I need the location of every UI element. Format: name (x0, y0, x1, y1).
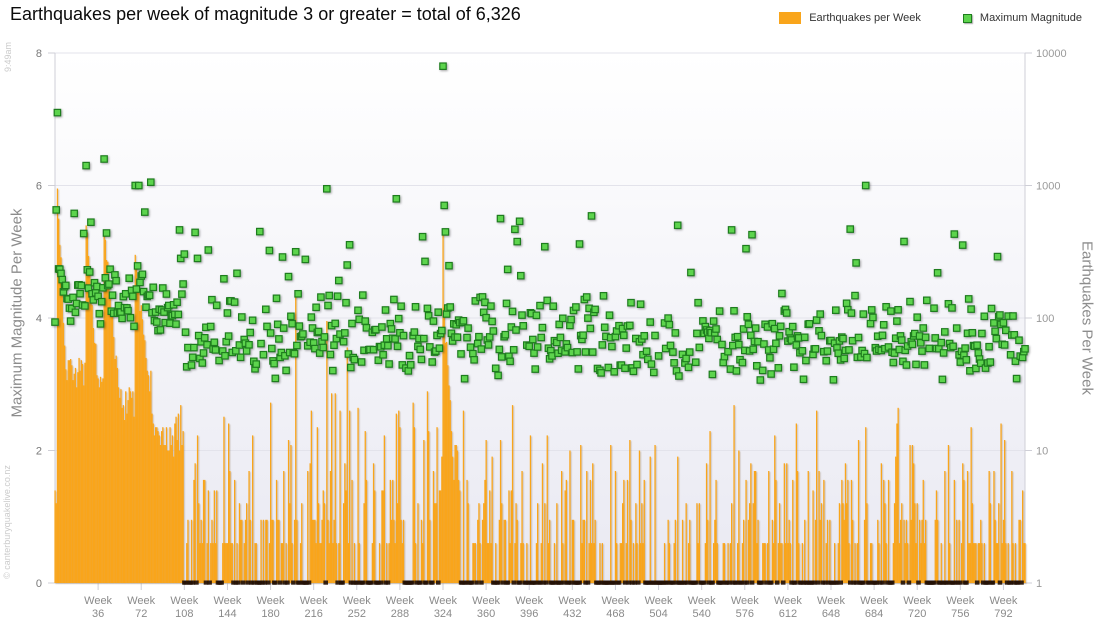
svg-text:Week: Week (601, 595, 629, 607)
svg-text:180: 180 (261, 608, 279, 620)
svg-text:504: 504 (649, 608, 667, 620)
svg-text:216: 216 (304, 608, 322, 620)
svg-text:Week: Week (946, 595, 974, 607)
svg-text:Week: Week (688, 595, 716, 607)
svg-text:Week: Week (774, 595, 802, 607)
zero-week-marks (182, 580, 1024, 585)
svg-text:Week: Week (170, 595, 198, 607)
legend-label-earthquakes: Earthquakes per Week (809, 12, 921, 24)
svg-text:432: 432 (563, 608, 581, 620)
svg-text:Week: Week (300, 595, 328, 607)
svg-text:Week: Week (84, 595, 112, 607)
svg-text:1: 1 (1036, 578, 1042, 590)
svg-text:Week: Week (127, 595, 155, 607)
svg-text:Week: Week (429, 595, 457, 607)
svg-text:2: 2 (36, 446, 42, 458)
svg-text:Week: Week (213, 595, 241, 607)
svg-text:1000: 1000 (1036, 181, 1060, 193)
legend-bar-swatch-icon (779, 12, 802, 24)
svg-text:Week: Week (645, 595, 673, 607)
svg-text:36: 36 (92, 608, 104, 620)
svg-text:144: 144 (218, 608, 236, 620)
svg-text:Week: Week (558, 595, 586, 607)
bars-series[interactable] (54, 188, 1026, 584)
svg-text:72: 72 (135, 608, 147, 620)
svg-text:612: 612 (779, 608, 797, 620)
svg-text:8: 8 (36, 48, 42, 60)
svg-text:6: 6 (36, 181, 42, 193)
svg-text:Week: Week (903, 595, 931, 607)
svg-text:4: 4 (36, 313, 42, 325)
svg-text:100: 100 (1036, 313, 1054, 325)
svg-text:396: 396 (520, 608, 538, 620)
svg-text:Week: Week (860, 595, 888, 607)
magnitude-markers[interactable] (51, 62, 1029, 384)
svg-text:756: 756 (951, 608, 969, 620)
svg-text:324: 324 (434, 608, 452, 620)
svg-text:Week: Week (386, 595, 414, 607)
svg-text:360: 360 (477, 608, 495, 620)
svg-text:252: 252 (348, 608, 366, 620)
svg-text:792: 792 (994, 608, 1012, 620)
legend-square-marker-icon (962, 13, 972, 23)
legend-label-magnitude: Maximum Magnitude (979, 12, 1082, 24)
x-axis-ticks: Week36Week72Week108Week144Week180Week216… (84, 583, 1018, 620)
svg-text:576: 576 (736, 608, 754, 620)
legend-item-earthquakes-per-week[interactable]: Earthquakes per Week (779, 12, 921, 24)
svg-text:648: 648 (822, 608, 840, 620)
svg-text:108: 108 (175, 608, 193, 620)
svg-text:540: 540 (692, 608, 710, 620)
svg-text:720: 720 (908, 608, 926, 620)
left-axis-ticks: 0 2 4 6 8 (36, 48, 55, 590)
legend: Earthquakes per Week Maximum Magnitude (779, 12, 1082, 24)
svg-text:Week: Week (817, 595, 845, 607)
chart-title: Earthquakes per week of magnitude 3 or g… (10, 4, 521, 24)
svg-text:684: 684 (865, 608, 883, 620)
svg-text:Week: Week (515, 595, 543, 607)
right-axis-ticks: 1 10 100 1000 10000 (1025, 48, 1067, 590)
svg-text:0: 0 (36, 578, 42, 590)
svg-text:10: 10 (1036, 446, 1048, 458)
svg-text:Week: Week (731, 595, 759, 607)
svg-text:Week: Week (257, 595, 285, 607)
svg-text:468: 468 (606, 608, 624, 620)
svg-text:288: 288 (391, 608, 409, 620)
svg-text:Week: Week (989, 595, 1017, 607)
svg-text:10000: 10000 (1036, 48, 1067, 60)
svg-text:Week: Week (472, 595, 500, 607)
svg-text:Week: Week (343, 595, 371, 607)
legend-item-maximum-magnitude[interactable]: Maximum Magnitude (962, 12, 1082, 24)
